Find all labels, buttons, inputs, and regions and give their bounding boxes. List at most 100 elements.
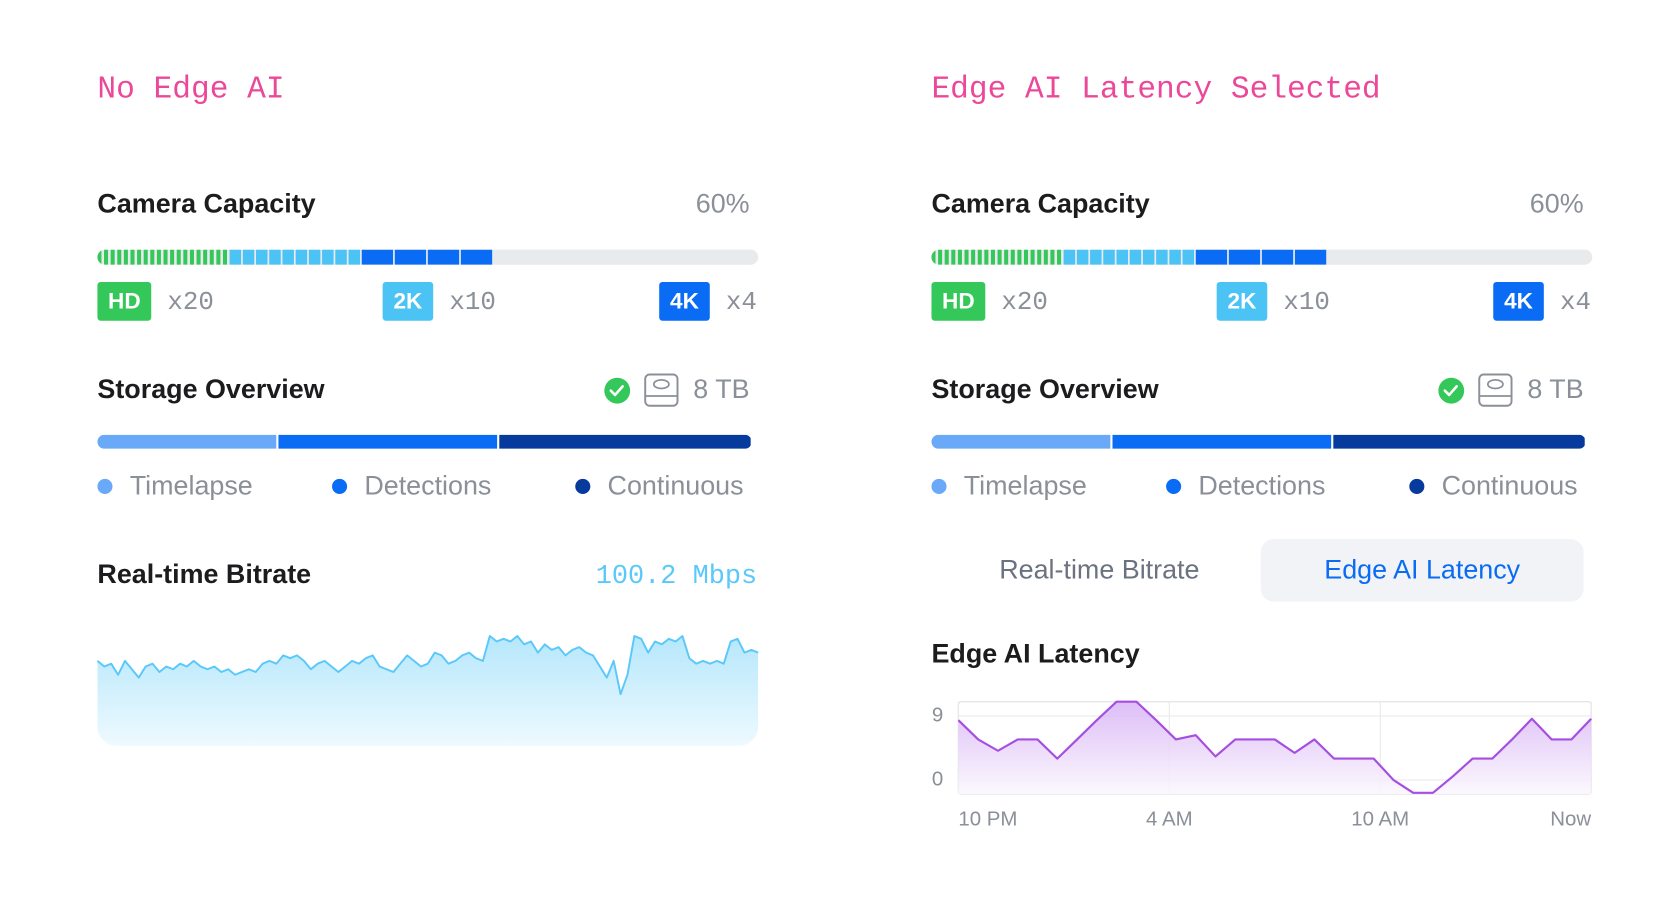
legend-label: Timelapse <box>130 471 253 501</box>
tier-tick <box>931 249 936 265</box>
tier-tick <box>1129 249 1142 265</box>
tab[interactable]: Edge AI Latency <box>1324 555 1520 585</box>
tier-tick <box>1050 249 1055 265</box>
tier-tick <box>209 249 214 265</box>
tier-tick <box>460 249 493 265</box>
tier-name: 2K <box>1228 288 1258 313</box>
section-title: Storage Overview <box>931 374 1158 404</box>
tier-tick <box>242 249 255 265</box>
tier-tick <box>938 249 943 265</box>
tier-tick <box>1017 249 1022 265</box>
usage-label: 60% <box>1530 189 1584 219</box>
tier-tick <box>1090 249 1102 265</box>
tier-tick <box>176 249 181 265</box>
tier-tick <box>990 249 995 265</box>
tier-tick <box>1182 249 1195 265</box>
tier-tick <box>984 249 989 265</box>
tier-badge <box>1493 281 1544 321</box>
tier-tick <box>1043 249 1048 265</box>
tier-tick <box>1228 249 1261 265</box>
tier-name: 4K <box>1504 288 1534 313</box>
tier-count: x20 <box>167 288 213 317</box>
tier-name: 2K <box>393 288 423 313</box>
tier-segment <box>97 249 228 265</box>
tier-tick <box>163 249 168 265</box>
bitrate-current: 100.2 Mbps <box>596 562 757 592</box>
tier-tick <box>117 249 122 265</box>
storage-segment <box>1112 434 1332 449</box>
tier-count: x4 <box>726 288 757 317</box>
tier-tick <box>1142 249 1155 265</box>
tier-segment <box>361 249 493 265</box>
tier-segment <box>1063 249 1195 265</box>
tier-tick <box>256 249 268 265</box>
tier-tick <box>216 249 221 265</box>
storage-bar <box>931 434 1585 449</box>
tier-tick <box>104 249 109 265</box>
tier-tick <box>143 249 148 265</box>
tier-tick <box>1037 249 1042 265</box>
x-tick-label: 10 PM <box>958 807 1017 830</box>
tier-tick <box>110 249 115 265</box>
tier-tick <box>156 249 161 265</box>
capacity-fill <box>931 249 1327 265</box>
bitrate-line <box>96 635 759 696</box>
tier-tick <box>1004 249 1009 265</box>
tier-name: HD <box>942 288 975 313</box>
status-ok-check <box>609 385 624 397</box>
chart-title: Edge AI Latency <box>931 639 1139 669</box>
tier-tick <box>1010 249 1015 265</box>
storage-segment <box>278 434 498 449</box>
tier-tick <box>361 249 394 265</box>
tier-count: x20 <box>1001 288 1047 317</box>
tier-segment <box>931 249 1062 265</box>
drive-icon-disc <box>1487 379 1504 390</box>
tier-tick <box>222 249 228 265</box>
tier-tick <box>308 249 321 265</box>
tier-tick <box>951 249 956 265</box>
tier-tick <box>1103 249 1115 265</box>
section-title: Storage Overview <box>97 374 324 404</box>
storage-segment <box>97 434 277 449</box>
tier-name: 4K <box>670 288 700 313</box>
tier-tick <box>335 249 347 265</box>
section-title: Real-time Bitrate <box>97 559 311 589</box>
tier-tick <box>964 249 969 265</box>
tier-tick <box>97 249 102 265</box>
tier-segment <box>229 249 361 265</box>
tier-tick <box>957 249 962 265</box>
tier-tick <box>203 249 208 265</box>
tier-tick <box>123 249 128 265</box>
bitrate-area <box>97 636 759 746</box>
tier-badge <box>1216 281 1268 321</box>
legend-dot <box>1409 478 1425 494</box>
storage-segment <box>1333 434 1585 449</box>
tier-tick <box>229 249 242 265</box>
tier-tick <box>269 249 281 265</box>
tier-tick <box>348 249 361 265</box>
tab[interactable]: Real-time Bitrate <box>999 555 1199 585</box>
x-tick-label: Now <box>1550 807 1591 830</box>
legend-label: Timelapse <box>964 471 1087 501</box>
tier-tick <box>170 249 175 265</box>
usage-label: 60% <box>696 189 750 219</box>
tier-tick <box>130 249 135 265</box>
drive-icon <box>1478 373 1513 407</box>
x-tick-label: 4 AM <box>1146 807 1193 830</box>
legend-dot <box>931 478 947 494</box>
section-title: Camera Capacity <box>931 189 1149 219</box>
drive-icon-disc <box>652 379 670 390</box>
tier-tick <box>1030 249 1035 265</box>
legend-label: Detections <box>364 471 491 501</box>
tier-tick <box>997 249 1002 265</box>
y-tick-label: 9 <box>932 703 943 726</box>
tier-badge <box>382 281 434 321</box>
tab-selected-bg <box>1260 539 1584 602</box>
section-title: Camera Capacity <box>97 189 315 219</box>
storage-segment <box>499 434 751 449</box>
tier-segment <box>1195 249 1327 265</box>
tier-count: x10 <box>449 288 495 317</box>
tier-tick <box>196 249 201 265</box>
storage-capacity: 8 TB <box>1527 374 1583 404</box>
tier-tick <box>1116 249 1128 265</box>
